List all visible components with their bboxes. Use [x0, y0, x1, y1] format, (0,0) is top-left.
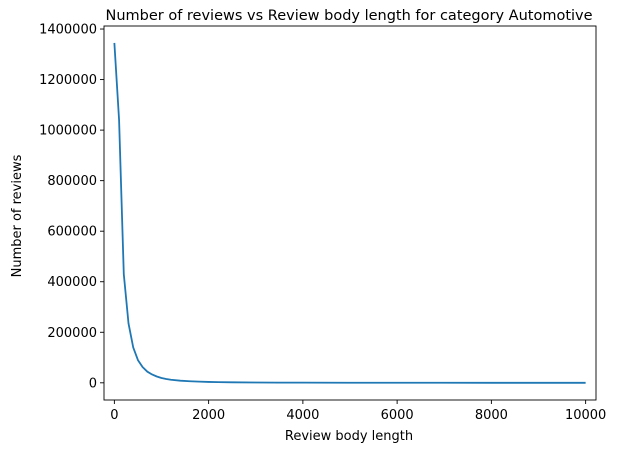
x-tick-label: 6000 — [381, 408, 414, 423]
y-tick-label: 200000 — [47, 326, 97, 341]
y-axis-label: Number of reviews — [10, 154, 25, 277]
x-axis-label: Review body length — [285, 429, 413, 444]
x-tick-label: 0 — [110, 408, 118, 423]
x-tick-label: 10000 — [565, 408, 606, 423]
y-tick-label: 600000 — [47, 225, 97, 240]
y-tick-label: 1000000 — [39, 124, 97, 139]
x-axis: 0 2000 4000 6000 8000 10000 — [110, 400, 606, 423]
x-tick-label: 8000 — [475, 408, 508, 423]
plot-border — [103, 25, 597, 401]
series-layer — [113, 42, 586, 384]
x-tick-label: 2000 — [192, 408, 225, 423]
y-axis: 0 200000 400000 600000 800000 1000000 1200000 1… — [39, 23, 104, 391]
y-tick-label: 800000 — [47, 174, 97, 189]
chart-title: Number of reviews vs Review body length … — [105, 8, 592, 24]
y-tick-label: 1200000 — [39, 73, 97, 88]
y-tick-label: 400000 — [47, 275, 97, 290]
y-tick-label: 0 — [89, 376, 97, 391]
series-line — [113, 42, 586, 384]
plot-frame — [103, 25, 597, 401]
x-tick-label: 4000 — [286, 408, 319, 423]
y-tick-label: 1400000 — [39, 23, 97, 38]
